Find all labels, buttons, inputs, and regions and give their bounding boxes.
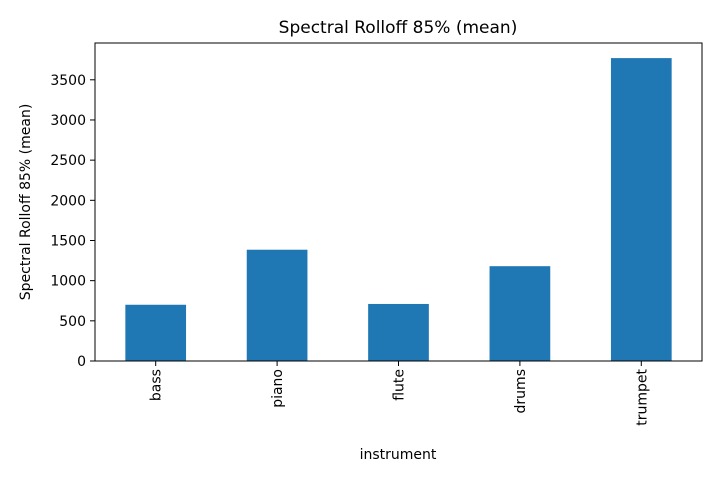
y-tick-label: 1000 xyxy=(50,274,86,290)
y-axis-title: Spectral Rolloff 85% (mean) xyxy=(18,104,34,301)
y-tick-label: 1500 xyxy=(50,233,86,249)
bar-drums xyxy=(489,266,551,361)
x-tick-label-piano: piano xyxy=(270,369,286,408)
x-axis-title: instrument xyxy=(360,447,437,463)
x-tick-label-flute: flute xyxy=(392,369,408,401)
x-tick-label-bass: bass xyxy=(149,369,165,401)
y-tick-label: 3500 xyxy=(50,73,86,89)
plot-area: bass piano flute drums trumpet 0 500 1000 1500 20… xyxy=(50,58,672,426)
y-tick-label: 2000 xyxy=(50,193,86,209)
x-tick-label-drums: drums xyxy=(513,369,529,413)
plot-frame xyxy=(94,42,703,362)
bar-flute xyxy=(368,303,429,361)
y-tick-label: 0 xyxy=(77,354,86,370)
chart-title: Spectral Rolloff 85% (mean) xyxy=(279,18,518,38)
bar-piano xyxy=(246,249,308,361)
bar-trumpet xyxy=(610,58,672,361)
y-tick-label: 3000 xyxy=(50,113,86,129)
y-tick-label: 500 xyxy=(59,314,86,330)
x-tick-label-trumpet: trumpet xyxy=(634,368,650,425)
bar-bass xyxy=(125,304,187,361)
y-tick-label: 2500 xyxy=(50,153,86,169)
